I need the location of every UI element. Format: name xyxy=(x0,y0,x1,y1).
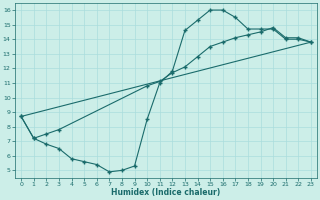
X-axis label: Humidex (Indice chaleur): Humidex (Indice chaleur) xyxy=(111,188,221,197)
